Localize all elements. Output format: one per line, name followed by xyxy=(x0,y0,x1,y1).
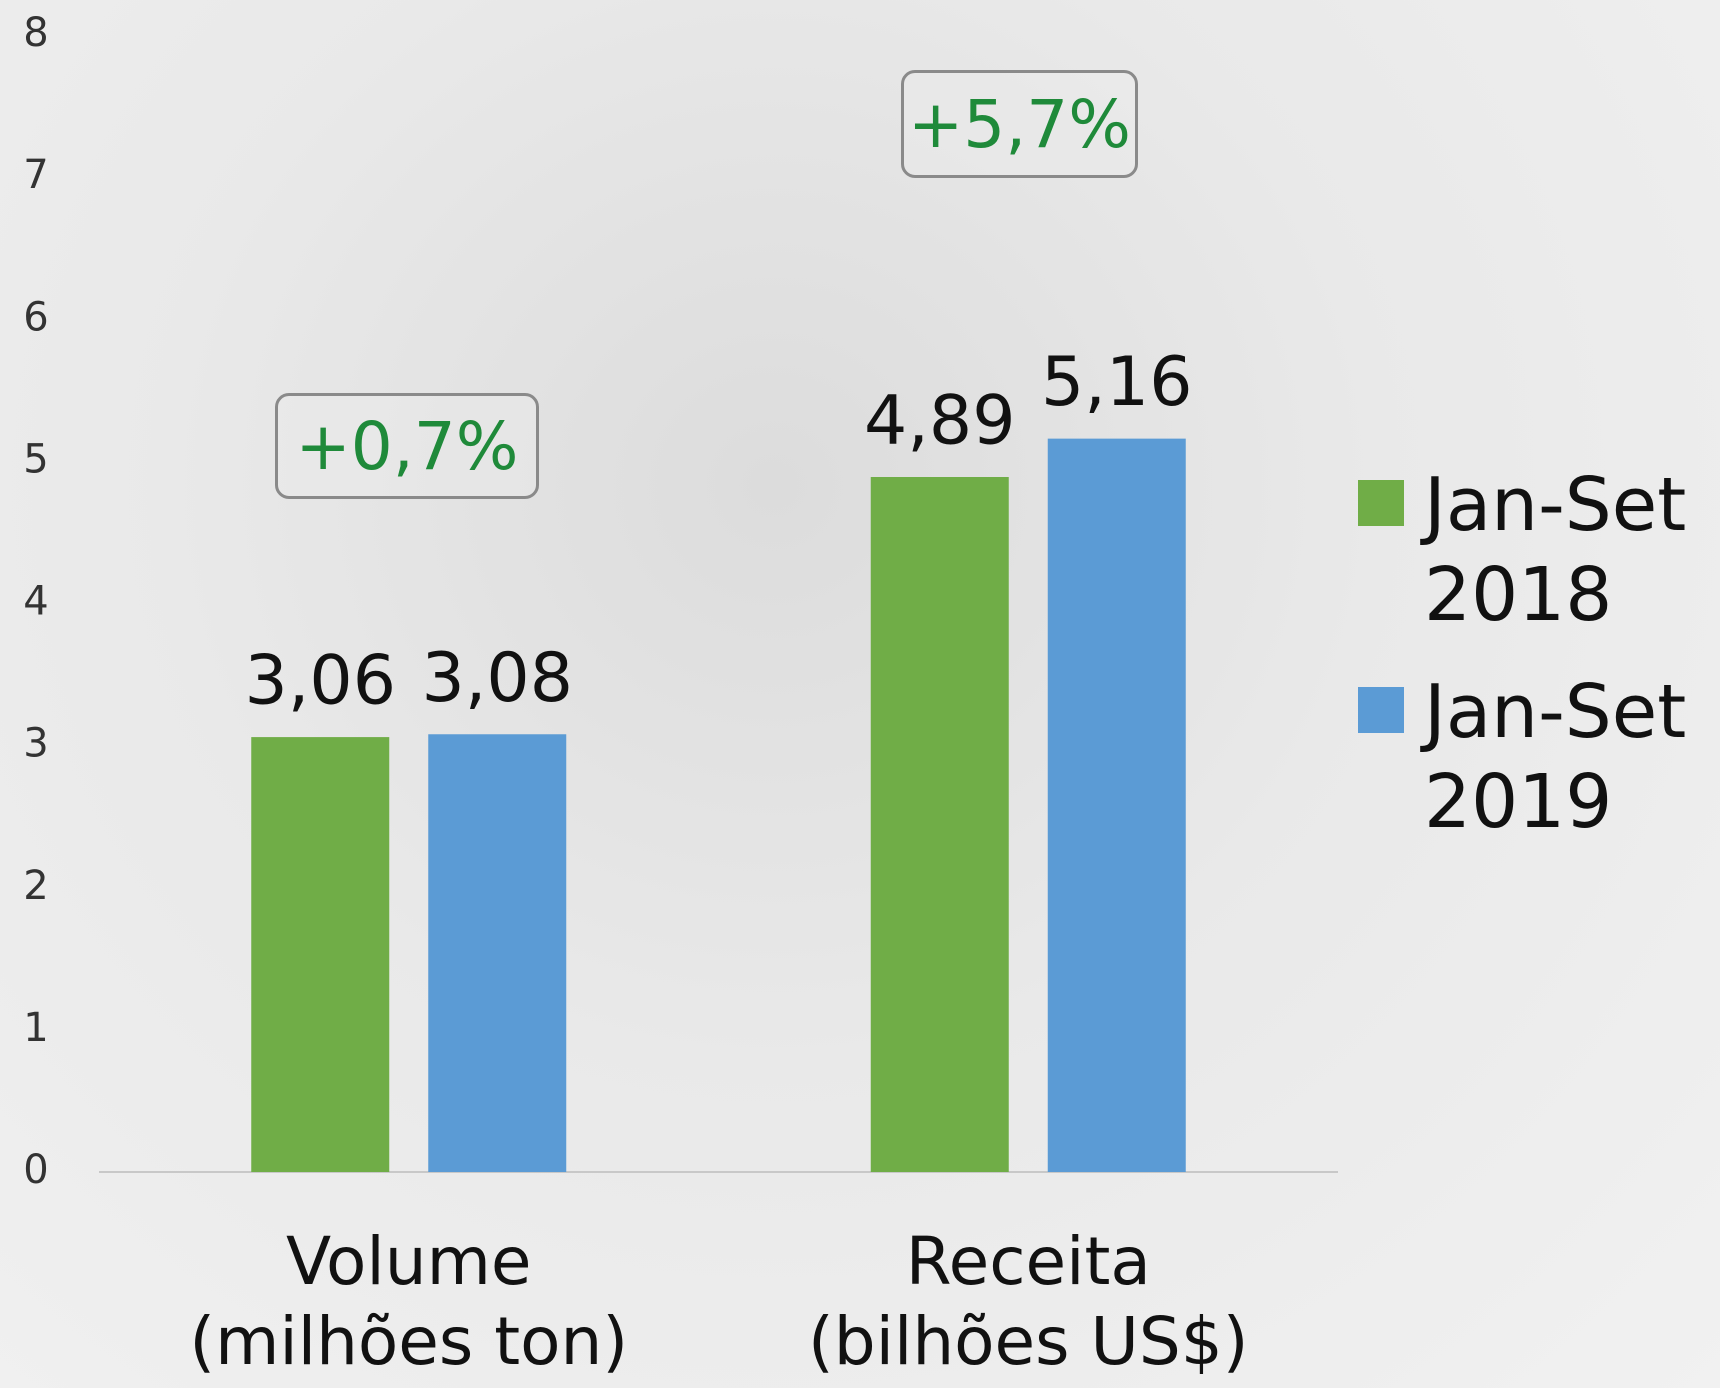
legend-label: Jan-Set 2018 xyxy=(1424,460,1714,640)
y-tick-label: 2 xyxy=(23,863,48,909)
annotation: +5,7% xyxy=(901,70,1138,178)
legend-swatch xyxy=(1358,480,1404,526)
x-tick-label: Volume (milhões ton) xyxy=(169,1222,649,1382)
y-tick-label: 8 xyxy=(23,10,48,56)
y-tick-label: 5 xyxy=(23,436,48,482)
value-label: 4,89 xyxy=(864,382,1015,461)
y-tick-label: 3 xyxy=(23,721,48,767)
chart: 0 1 2 3 4 5 6 7 8 3,06 3,08 4,89 5,16 Volume (milhõe… xyxy=(0,0,1720,1388)
annotation: +0,7% xyxy=(275,393,539,499)
value-label: 3,08 xyxy=(422,639,573,718)
y-tick-label: 0 xyxy=(23,1147,48,1193)
y-tick-label: 6 xyxy=(23,294,48,340)
value-label: 3,06 xyxy=(245,642,396,721)
legend-label: Jan-Set 2019 xyxy=(1424,667,1714,847)
bar xyxy=(428,734,566,1172)
y-tick-label: 4 xyxy=(23,579,48,625)
y-tick-label: 7 xyxy=(23,152,48,198)
y-tick-label: 1 xyxy=(23,1005,48,1051)
bar xyxy=(871,477,1009,1172)
bar xyxy=(251,737,389,1172)
legend-swatch xyxy=(1358,687,1404,733)
value-label: 5,16 xyxy=(1041,343,1192,422)
x-tick-label: Receita (bilhões US$) xyxy=(788,1222,1268,1382)
bar xyxy=(1048,439,1186,1172)
